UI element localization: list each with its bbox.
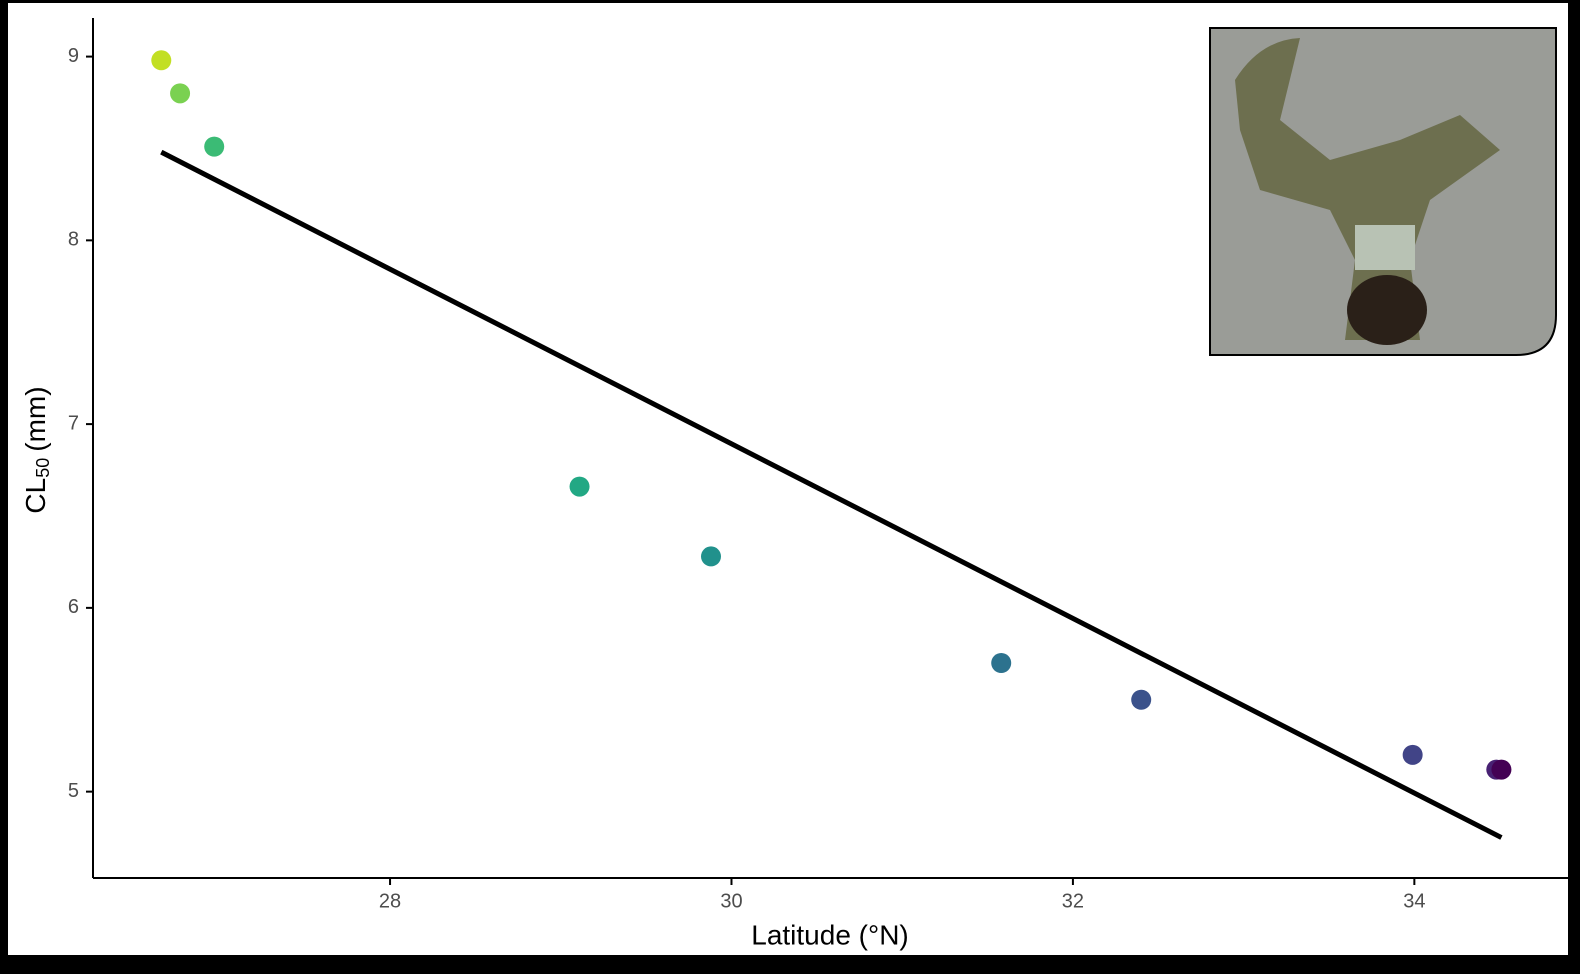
y-tick-label: 6 <box>68 596 79 618</box>
point <box>204 136 225 157</box>
x-tick-label: 34 <box>1403 890 1425 912</box>
point <box>1491 759 1512 780</box>
fit-line <box>160 149 1503 840</box>
x-tick-label: 30 <box>720 890 742 912</box>
y-tick-label: 5 <box>68 780 79 802</box>
y-tick-label: 9 <box>68 45 79 67</box>
point <box>569 476 590 497</box>
y-title-unit: (mm) <box>20 386 51 451</box>
point <box>991 653 1012 673</box>
point <box>1402 744 1423 765</box>
x-tick-label: 32 <box>1062 890 1084 912</box>
x-axis-title: Latitude (°N) <box>751 919 909 950</box>
point <box>1131 689 1152 710</box>
y-title-sub: 50 <box>33 458 53 478</box>
x-tick-label: 28 <box>379 890 401 912</box>
y-tick-label: 7 <box>68 412 79 434</box>
point <box>170 83 191 104</box>
inset-photo <box>1209 27 1557 356</box>
y-title-main: CL <box>20 478 51 514</box>
point <box>700 546 721 567</box>
y-tick-label: 8 <box>68 229 79 251</box>
y-axis-title: CL50 (mm) <box>20 386 52 513</box>
point <box>151 50 172 71</box>
